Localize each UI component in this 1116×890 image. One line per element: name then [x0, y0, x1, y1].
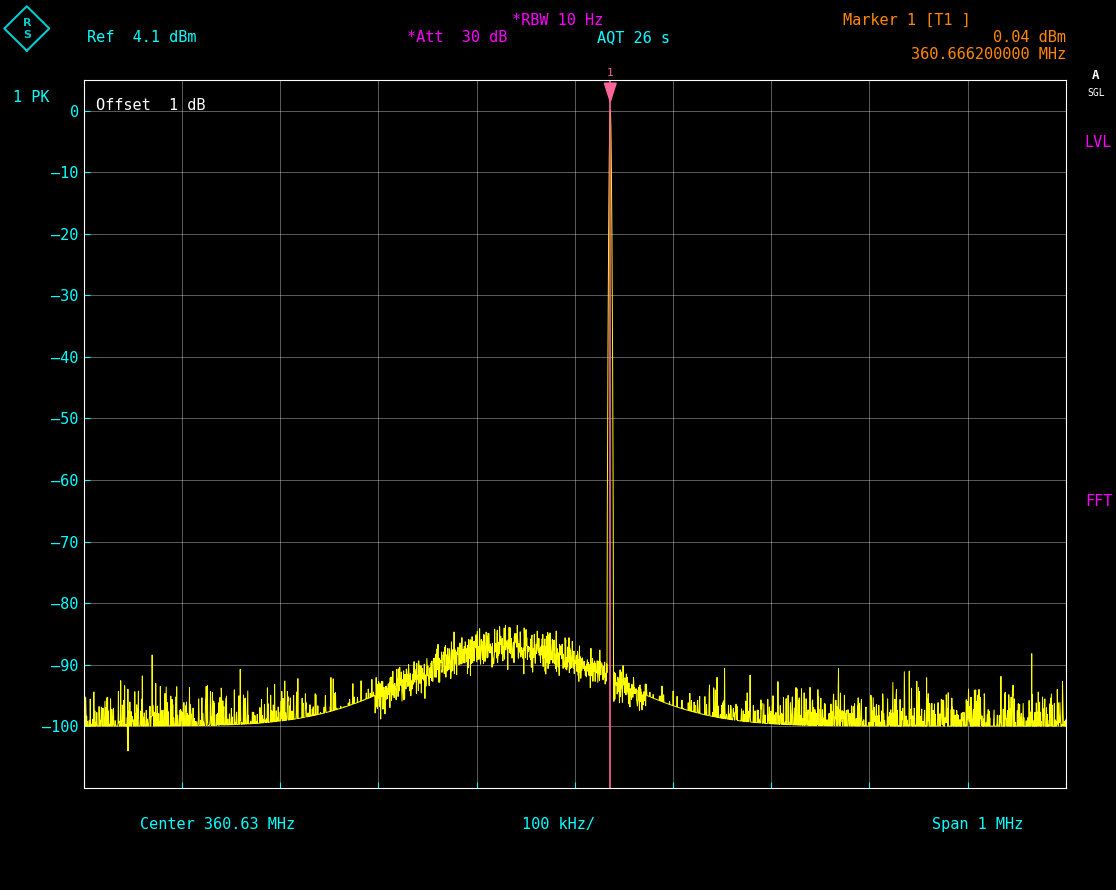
Text: *Att  30 dB: *Att 30 dB [407, 30, 508, 44]
Text: 360.666200000 MHz: 360.666200000 MHz [911, 47, 1066, 61]
Text: FFT: FFT [1085, 494, 1113, 508]
Text: *RBW 10 Hz: *RBW 10 Hz [512, 13, 604, 28]
Text: Center 360.63 MHz: Center 360.63 MHz [140, 818, 295, 832]
Text: Ref  4.1 dBm: Ref 4.1 dBm [87, 30, 196, 44]
Text: Marker 1 [T1 ]: Marker 1 [T1 ] [843, 13, 970, 28]
Text: AQT 26 s: AQT 26 s [597, 30, 670, 44]
Text: CLRWR: CLRWR [16, 115, 58, 129]
Text: 0.04 dBm: 0.04 dBm [993, 30, 1066, 44]
Polygon shape [605, 83, 616, 101]
Text: Span 1 MHz: Span 1 MHz [932, 818, 1023, 832]
Text: LVL: LVL [1085, 135, 1113, 150]
Text: Offset  1 dB: Offset 1 dB [96, 98, 206, 113]
Text: 1 PK: 1 PK [13, 91, 50, 105]
Text: S: S [22, 30, 31, 40]
Text: SGL: SGL [1087, 88, 1105, 98]
Text: 100 kHz/: 100 kHz/ [522, 818, 595, 832]
Text: R: R [22, 18, 31, 28]
Text: 1: 1 [607, 69, 614, 78]
Text: A: A [1093, 69, 1099, 83]
